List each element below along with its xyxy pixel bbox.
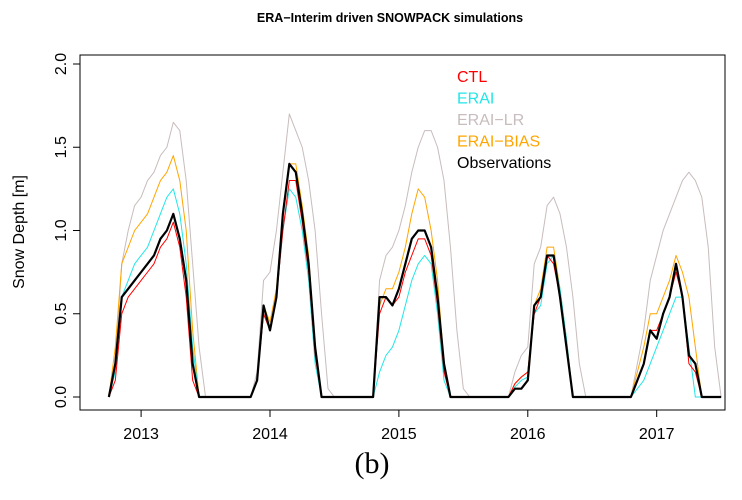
- panel-label: (b): [355, 447, 390, 480]
- legend-entry: ERAI−BIAS: [457, 134, 540, 151]
- legend-entry: ERAI−LR: [457, 112, 524, 129]
- y-axis-label: Snow Depth [m]: [11, 175, 28, 289]
- plot-frame: [79, 54, 726, 411]
- chart-title: ERA−Interim driven SNOWPACK simulations: [257, 11, 523, 25]
- x-tick-label: 2014: [252, 426, 288, 443]
- y-tick-label: 2.0: [53, 53, 70, 75]
- x-tick-label: 2016: [510, 426, 546, 443]
- y-tick-label: 0.5: [53, 303, 70, 325]
- x-tick-label: 2013: [123, 426, 159, 443]
- y-tick-label: 1.0: [53, 219, 70, 241]
- x-tick-label: 2017: [639, 426, 675, 443]
- series-line: [107, 162, 722, 399]
- legend-entry: ERAI: [457, 91, 494, 108]
- x-tick-label: 2015: [381, 426, 417, 443]
- y-tick-label: 0.0: [53, 386, 70, 408]
- legend-entry: Observations: [457, 155, 551, 172]
- legend-entry: CTL: [457, 69, 487, 86]
- y-tick-label: 1.5: [53, 136, 70, 158]
